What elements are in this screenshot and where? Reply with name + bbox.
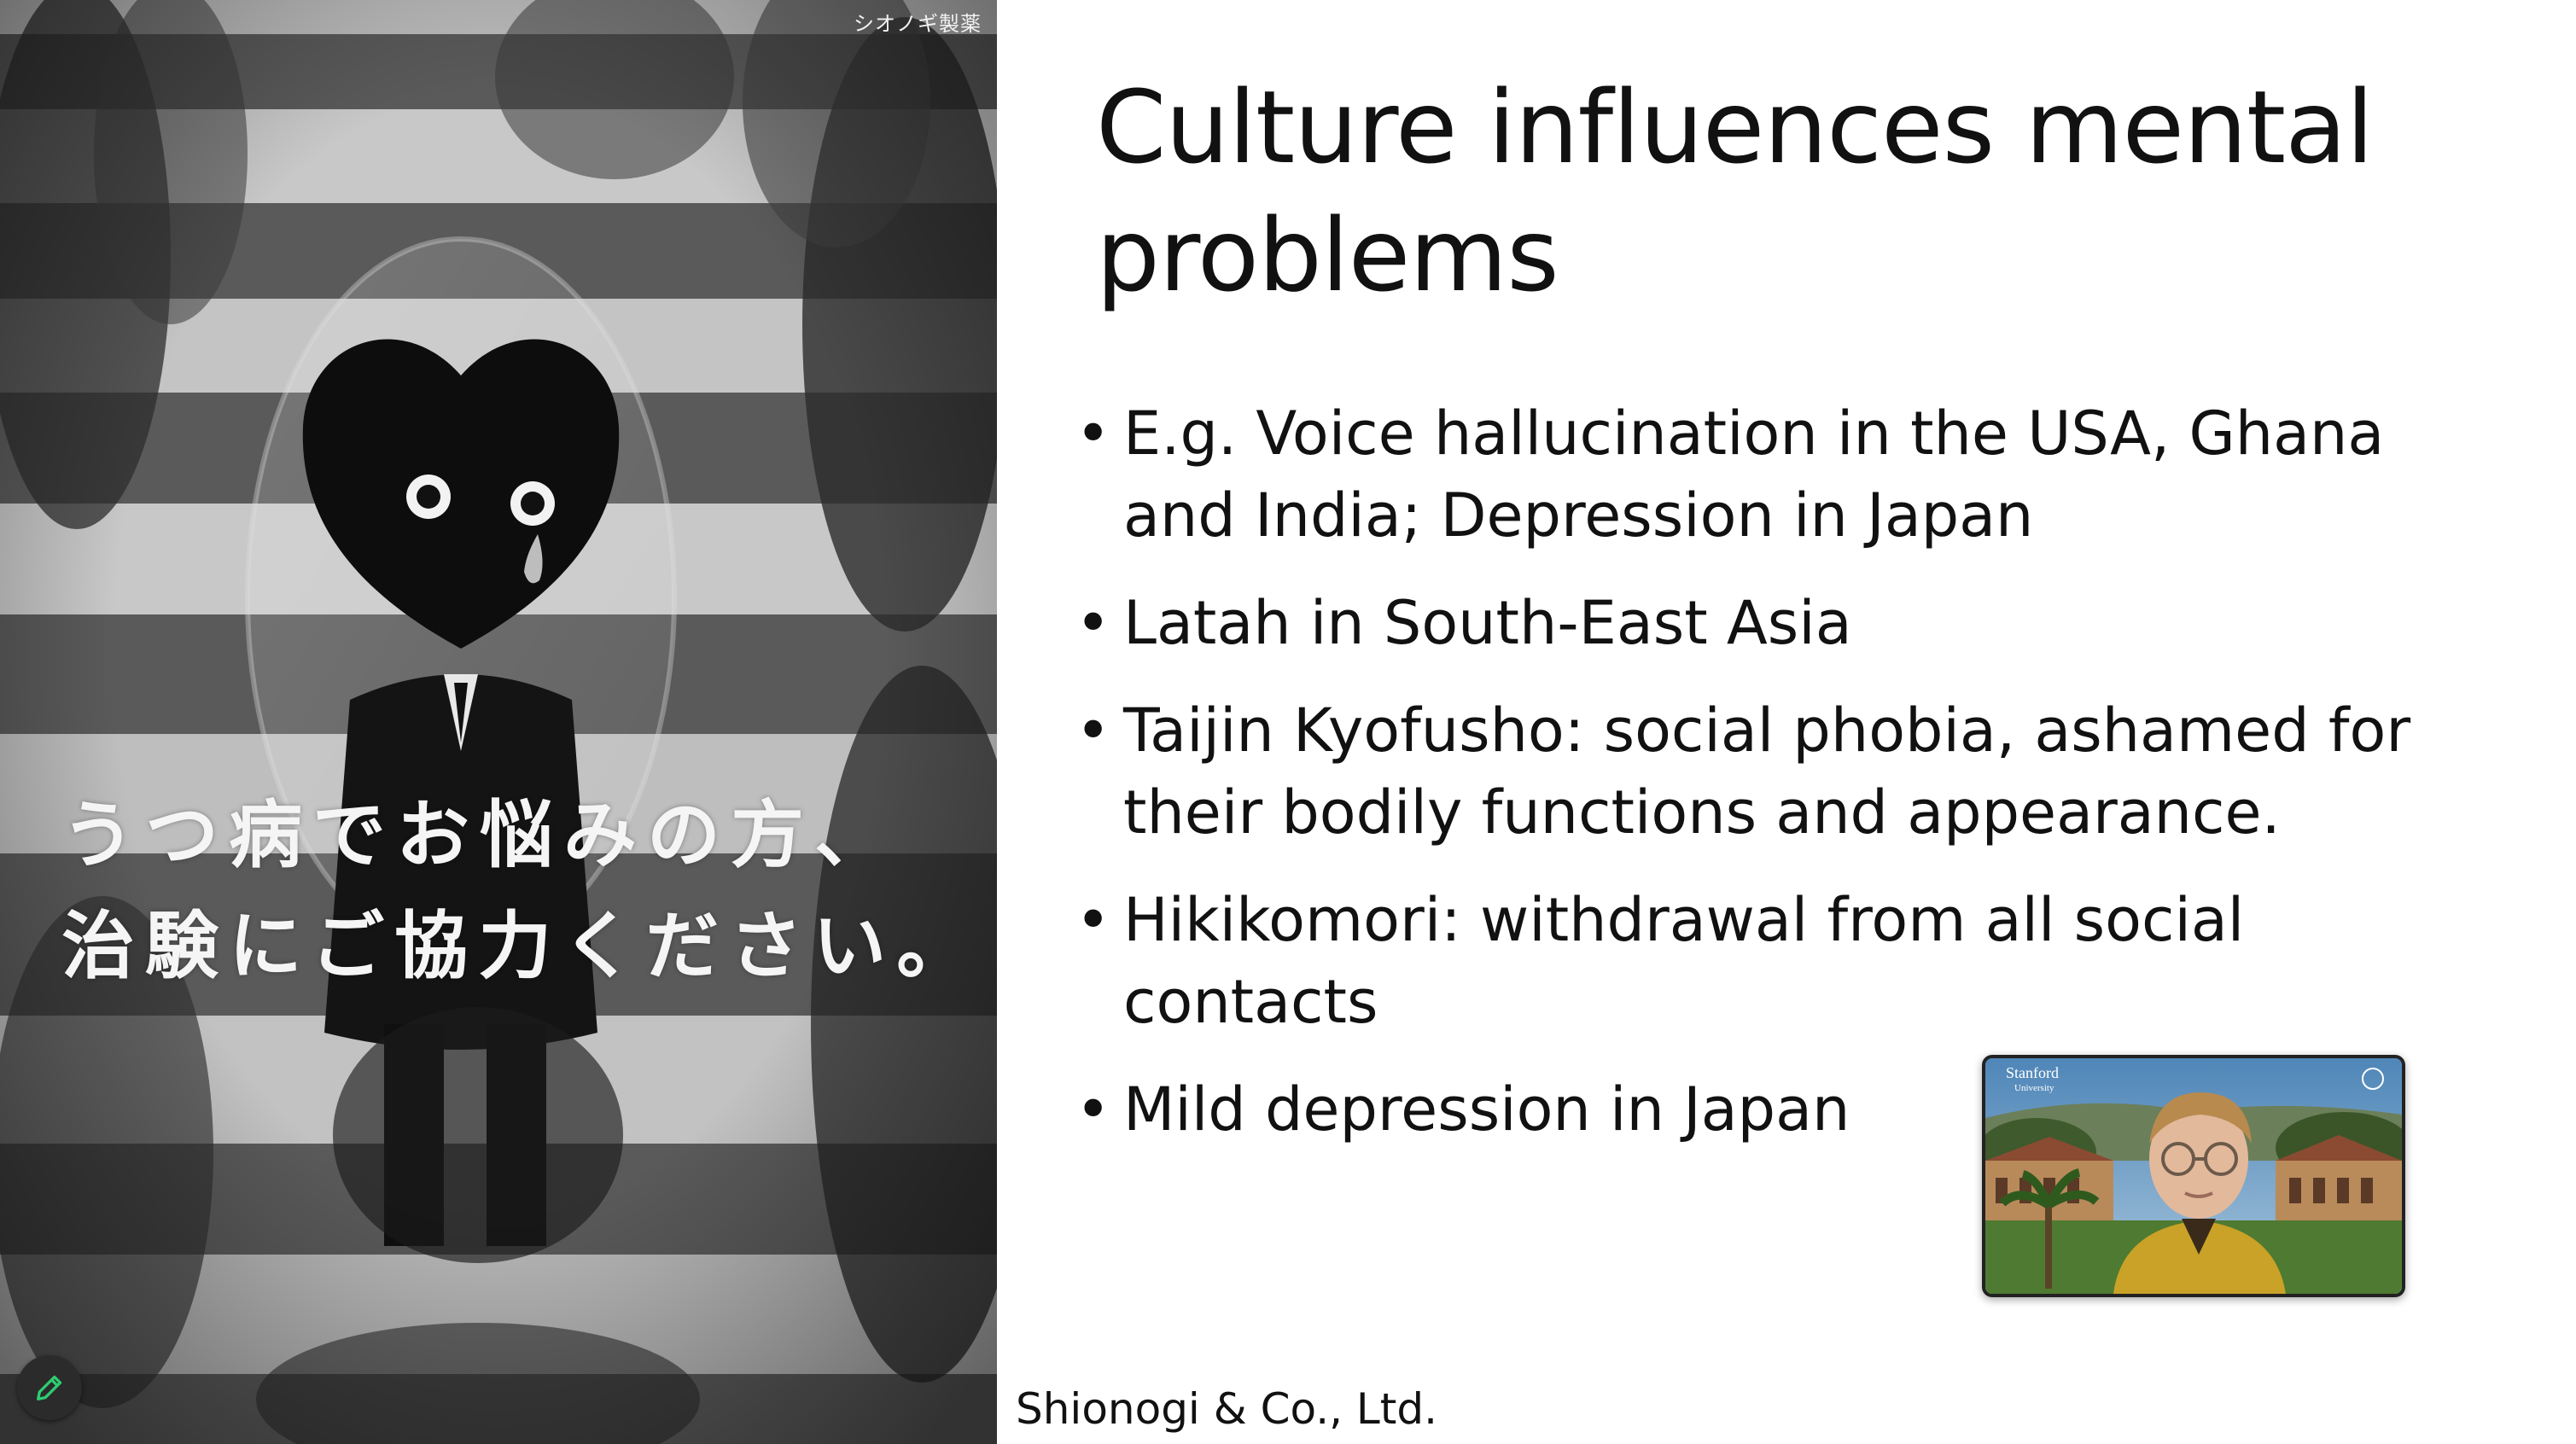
bullet-text: Mild depression in Japan [1123,1074,1850,1144]
bullet-item: • Hikikomori: withdrawal from all social… [1069,879,2477,1043]
poster-image: シオノギ製薬 うつ病でお悩みの方、 治験にご協力ください。 [0,0,997,1444]
bullet-item: • Taijin Kyofusho: social phobia, ashame… [1069,690,2477,853]
webcam-logo-main: Stanford [2006,1064,2059,1081]
webcam-background-logo: Stanford University [2006,1065,2059,1096]
bullet-glyph: • [1075,588,1111,658]
poster-headline-line-1: うつ病でお悩みの方、 [61,793,898,878]
stanford-tree-icon [2362,1068,2384,1090]
bullet-glyph: • [1075,1074,1111,1144]
bullet-glyph: • [1075,399,1111,469]
webcam-feed [1985,1058,2402,1294]
bullet-list: • E.g. Voice hallucination in the USA, G… [1069,393,2477,1176]
bullet-item: • Latah in South-East Asia [1069,582,2477,664]
bullet-text: Taijin Kyofusho: social phobia, ashamed … [1123,696,2411,847]
poster-headline-line-2: 治験にご協力ください。 [61,904,981,989]
annotate-button[interactable] [17,1355,82,1420]
webcam-logo-sub: University [2014,1083,2054,1093]
pencil-icon [37,1375,62,1400]
bullet-text: E.g. Voice hallucination in the USA, Gha… [1123,399,2385,550]
bullet-item: • E.g. Voice hallucination in the USA, G… [1069,393,2477,556]
poster-photo [0,0,997,1444]
poster-brand-text: シオノギ製薬 [854,12,982,36]
bullet-text: Hikikomori: withdrawal from all social c… [1123,885,2245,1037]
bullet-glyph: • [1075,696,1111,766]
bullet-item: • Mild depression in Japan [1069,1068,2477,1150]
webcam-video-tile[interactable]: Stanford University [1982,1055,2405,1297]
image-credit: Shionogi & Co., Ltd. [1016,1384,1437,1434]
bullet-glyph: • [1075,885,1111,955]
slide-title: Culture influences mental problems [1096,68,2374,314]
bullet-text: Latah in South-East Asia [1123,588,1852,658]
